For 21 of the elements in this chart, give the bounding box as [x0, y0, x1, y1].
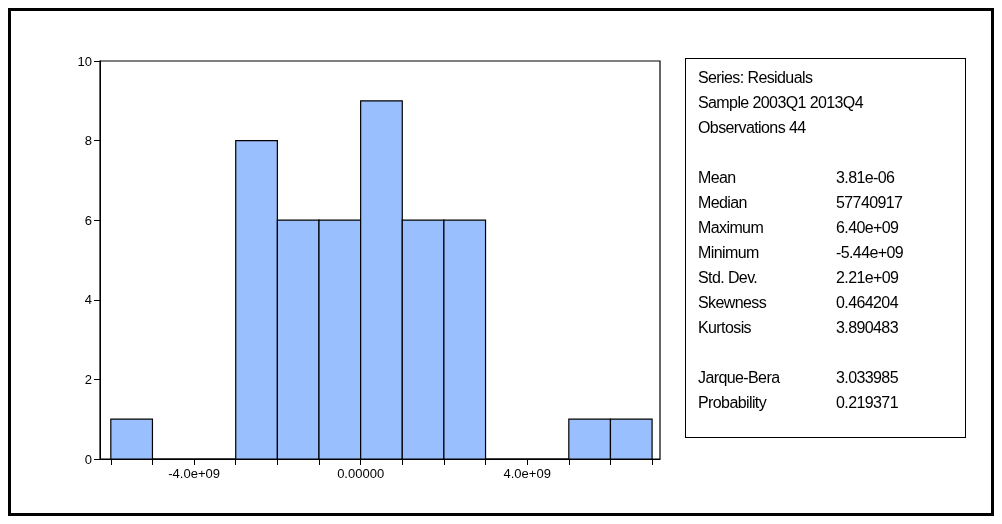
y-tick-label: 4 [84, 292, 92, 308]
text: Observations 44 [698, 118, 807, 138]
text: Sample 2003Q1 2013Q4 [698, 93, 865, 113]
text: Probability 0.219371 [698, 394, 898, 411]
y-tick-label: 2 [84, 371, 92, 387]
y-tick-label: 10 [77, 53, 92, 69]
text: Minimum -5.44e+09 [698, 244, 904, 261]
text: Std. Dev. 2.21e+09 [698, 269, 899, 286]
x-tick-label: 0.00000 [337, 466, 385, 481]
text: Maximum 6.40e+09 [698, 219, 899, 236]
y-tick-label: 8 [84, 133, 92, 149]
x-tick-label: -4.0e+09 [168, 466, 220, 481]
text: Kurtosis 3.890483 [698, 319, 898, 336]
text: Series: Residuals [698, 68, 814, 88]
y-tick-label: 0 [84, 451, 92, 467]
text: Median 57740917 [698, 194, 903, 211]
text: Jarque-Bera 3.033985 [698, 369, 898, 386]
y-tick-label: 6 [84, 212, 92, 228]
text: Skewness 0.464204 [698, 294, 898, 311]
text: Mean 3.81e-06 [698, 169, 895, 186]
x-tick-label: 4.0e+09 [503, 466, 551, 481]
